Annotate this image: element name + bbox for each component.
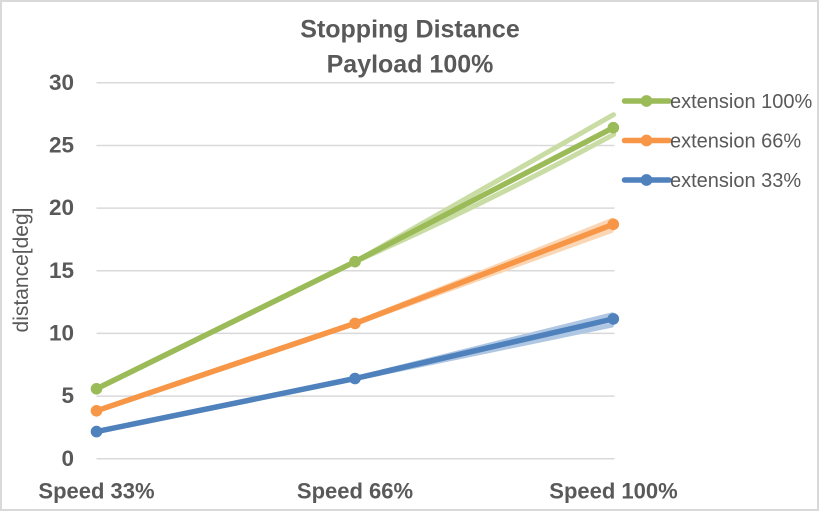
- svg-text:Speed 66%: Speed 66%: [297, 478, 413, 503]
- svg-text:20: 20: [49, 195, 74, 220]
- svg-text:5: 5: [61, 383, 74, 408]
- svg-text:25: 25: [49, 133, 74, 158]
- svg-text:15: 15: [49, 258, 74, 283]
- svg-text:Payload 100%: Payload 100%: [327, 51, 494, 79]
- svg-text:extension 66%: extension 66%: [670, 131, 801, 153]
- svg-text:30: 30: [49, 70, 74, 95]
- svg-text:Stopping Distance: Stopping Distance: [300, 16, 520, 44]
- svg-text:distance[deg]: distance[deg]: [10, 208, 33, 333]
- svg-text:0: 0: [61, 446, 74, 471]
- svg-text:Speed 33%: Speed 33%: [38, 478, 154, 503]
- svg-text:Speed 100%: Speed 100%: [549, 478, 677, 503]
- svg-text:extension 100%: extension 100%: [670, 91, 813, 113]
- svg-text:10: 10: [49, 320, 74, 345]
- svg-text:extension 33%: extension 33%: [670, 170, 801, 192]
